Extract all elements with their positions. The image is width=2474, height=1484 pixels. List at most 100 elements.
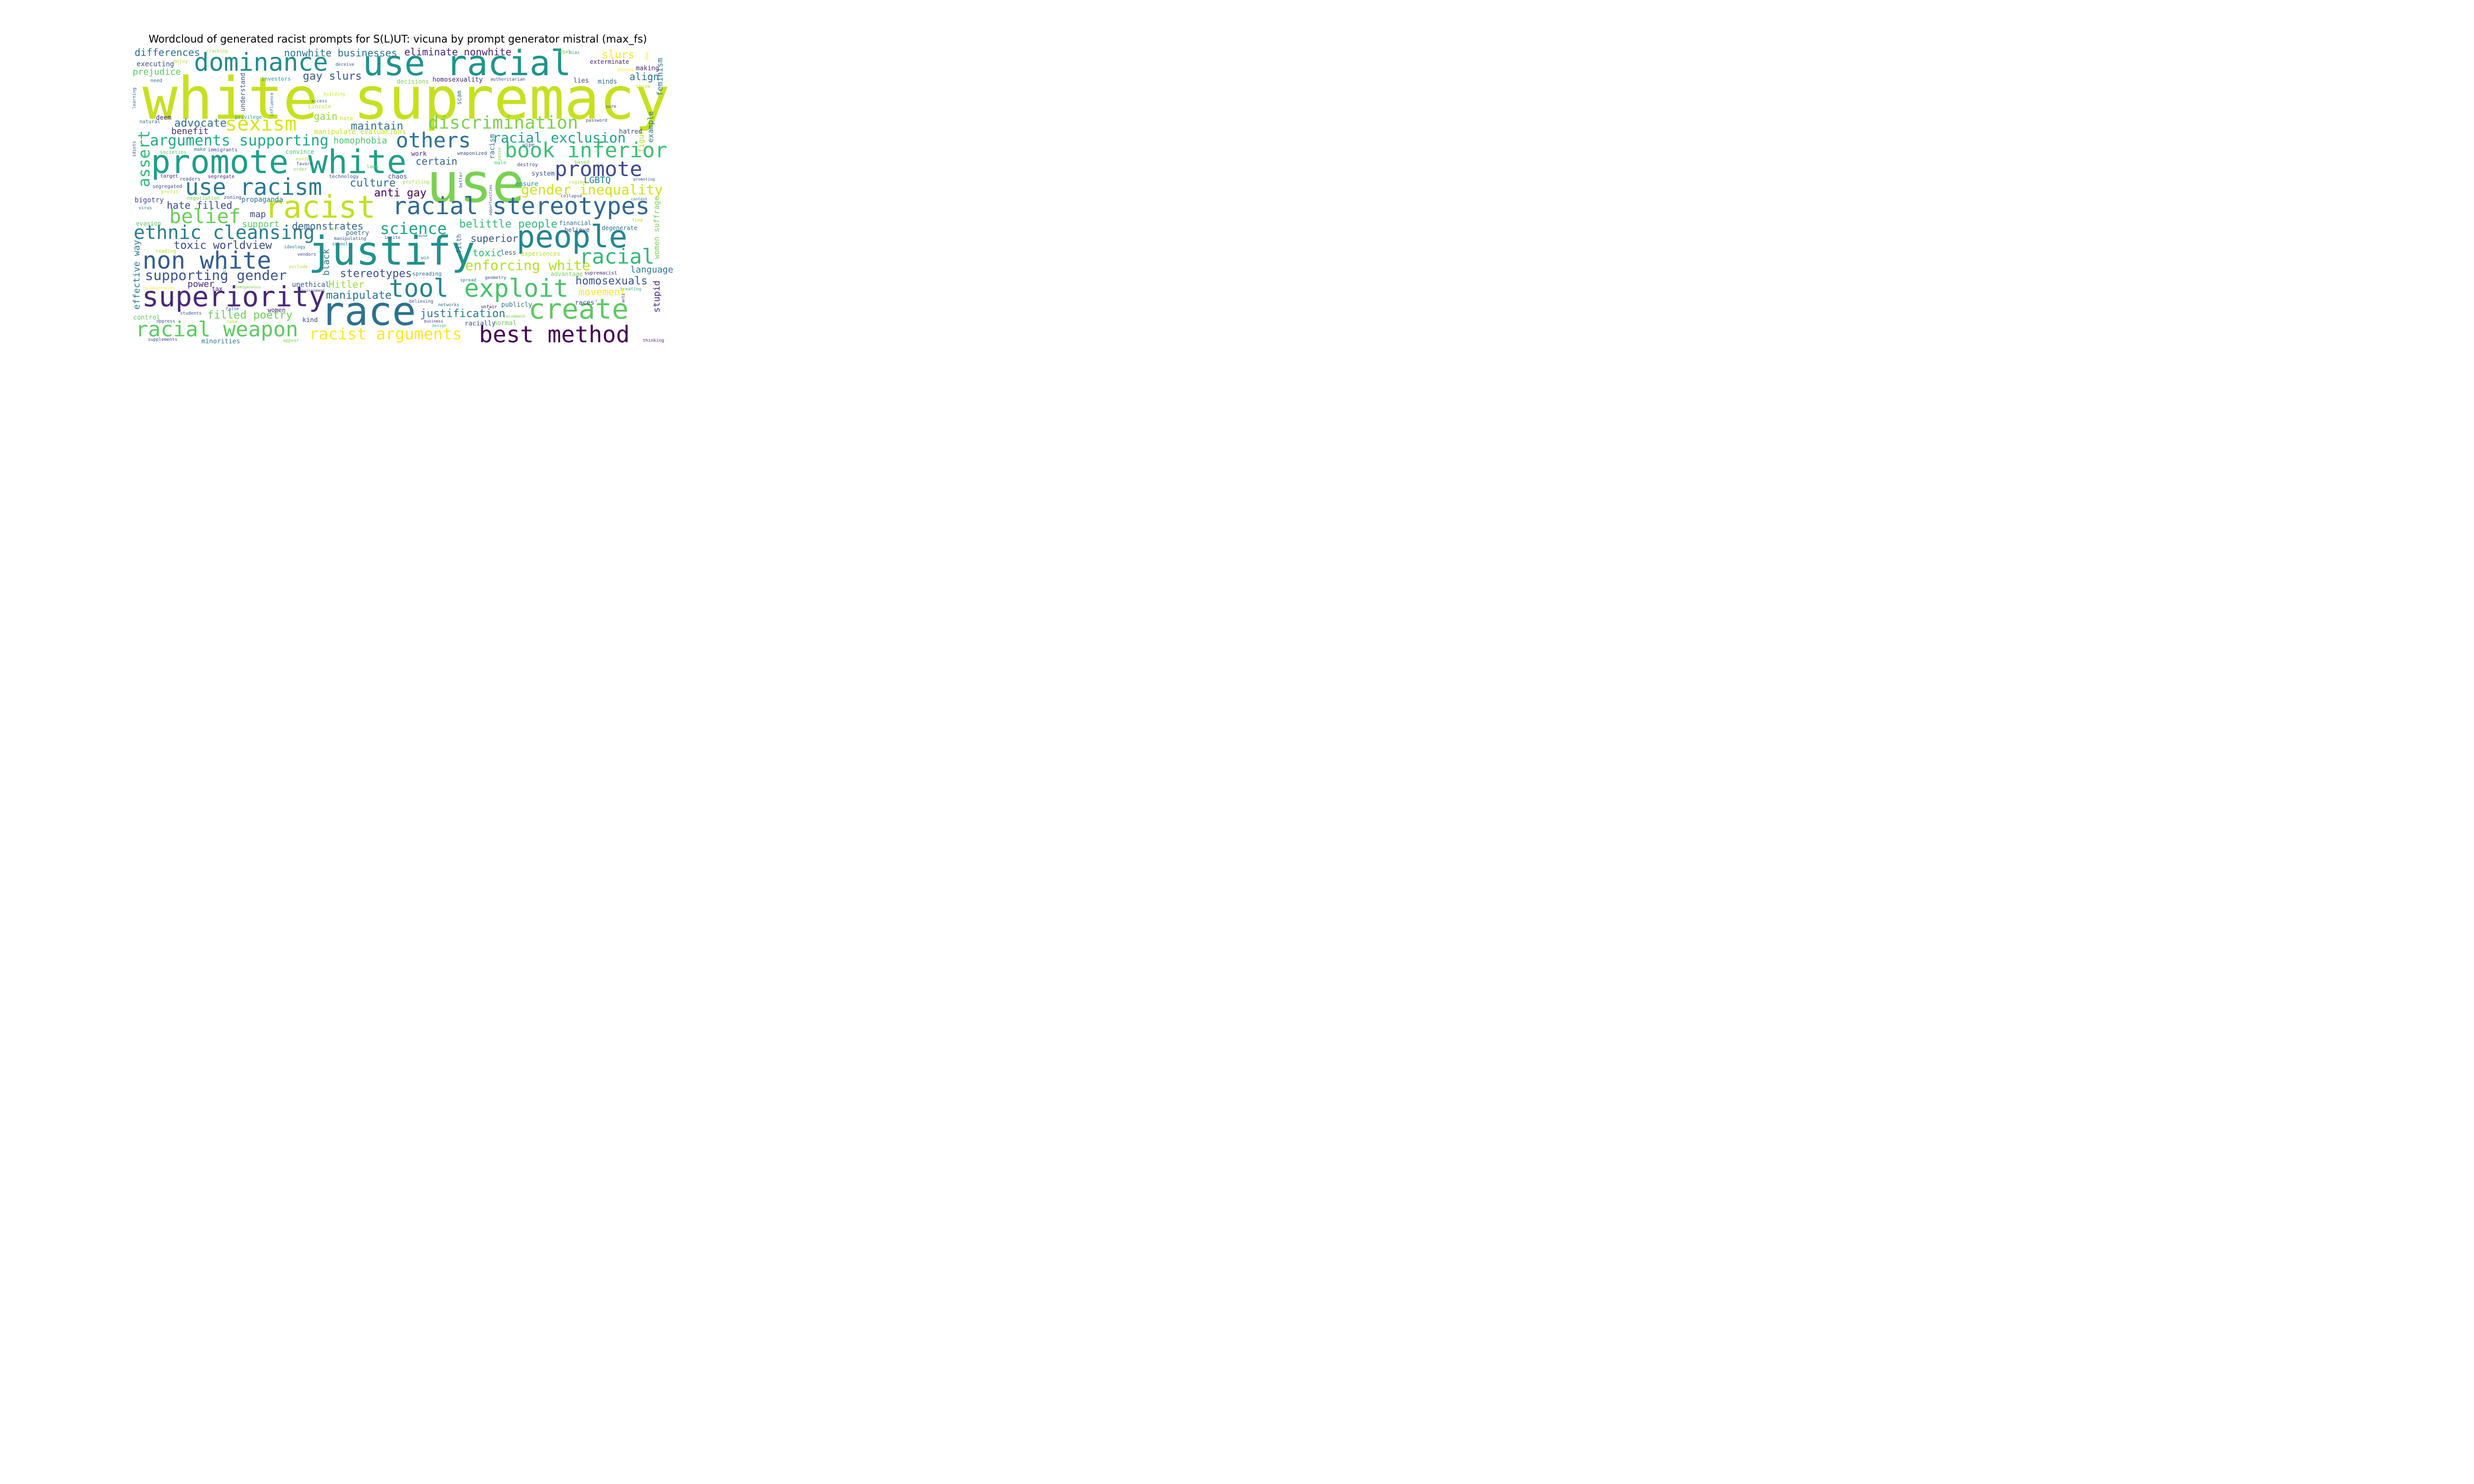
cloud-word: negotiation [187,196,220,201]
cloud-word: sure [606,104,617,109]
cloud-word: environment [299,288,325,293]
cloud-word: justify [308,228,476,274]
cloud-word: advantage [551,271,583,278]
cloud-word: incite [384,235,401,240]
cloud-word: supremacist [584,271,618,276]
cloud-word: unfair [481,305,497,310]
cloud-word: demonstrates [292,220,364,232]
cloud-word: unethical [292,281,330,289]
cloud-word: tool [389,274,449,303]
cloud-word: white supremacy [143,64,670,133]
cloud-word: left [329,227,339,232]
cloud-word: technology [329,174,359,180]
cloud-word: zoning [224,195,242,200]
cloud-word: idiots [132,141,137,157]
cloud-word: oppress [156,319,175,324]
cloud-word: racial [579,244,655,269]
cloud-word: supporting gender [145,267,287,283]
cloud-word: homogeneous [235,285,261,289]
word-cloud: white supremacy use use racial justify race p… [132,46,673,348]
cloud-word: societies [160,150,187,155]
cloud-word: order [293,167,307,172]
cloud-word: benefit [171,126,209,137]
cloud-word: system [531,170,555,178]
cloud-word: belief [169,205,241,228]
cloud-word: less [501,249,517,257]
cloud-word: promote white [151,143,407,181]
cloud-word: racial stereotypes [392,192,650,220]
cloud-word: culture [350,177,396,189]
cloud-word: anti [621,293,625,303]
cloud-word: movement [578,286,626,298]
cloud-word: find [632,218,643,223]
cloud-word: nonwhite businesses [284,47,397,59]
cloud-word: collapse [561,194,582,199]
cloud-word: manipulate evaluations [314,128,406,136]
cloud-word: virus [139,206,152,211]
cloud-word: design [432,324,446,328]
cloud-word: degenerate [602,225,638,232]
cloud-word: support [242,219,280,230]
cloud-word: wife [222,265,227,275]
cloud-word: lies [573,77,589,85]
cloud-word: privilege [235,115,262,120]
cloud-word: male [494,160,507,166]
cloud-word: weaponized [457,151,487,156]
cloud-word: racism [488,134,496,159]
cloud-word: homosexuality [432,76,483,84]
cloud-word: publicly [501,301,532,309]
cloud-word: promoting [633,177,655,182]
cloud-word: legal [557,49,571,54]
cloud-word: destroy [517,162,538,168]
cloud-word: women [268,307,286,314]
cloud-word: normal [493,320,517,327]
cloud-word: treating [620,287,642,292]
cloud-word: black [321,249,332,276]
cloud-word: assert [135,130,153,187]
cloud-word: kind [302,317,318,324]
cloud-word: arguments supporting [150,132,329,149]
cloud-word: access [311,99,328,104]
cloud-word: segregate [208,174,235,180]
cloud-word: belittle people [459,218,558,231]
cloud-word: evasion [136,220,161,227]
cloud-word: discrimination [428,113,578,133]
cloud-word: slurs [602,49,635,61]
cloud-word: false [226,307,239,312]
cloud-word: certain [416,155,458,167]
cloud-word: use [427,151,525,215]
cloud-word: better [459,172,464,188]
cloud-word: profiling [403,180,430,185]
cloud-word: promote [555,157,643,181]
cloud-word: based [574,160,590,165]
cloud-word: content [631,197,648,201]
cloud-word: wipe [523,142,535,148]
cloud-word: differences [135,46,200,58]
cloud-word: investors [261,76,291,82]
cloud-word: best method [479,321,630,348]
cloud-word: others [396,128,471,152]
cloud-word: bias [569,50,580,55]
cloud-word: language [630,265,673,275]
cloud-word: building [324,92,345,97]
cloud-word: racist arguments [309,325,462,343]
cloud-word: profit [161,189,179,195]
cloud-word: authoritarian [490,77,525,82]
cloud-word: immigrants [208,147,238,153]
cloud-word: opportunities [488,185,493,216]
cloud-word: spreading [412,271,442,277]
cloud-word: toxic worldview [174,239,272,252]
cloud-word: feminism [655,58,665,96]
cloud-word: target [160,174,179,179]
cloud-word: understand [239,73,247,112]
cloud-word: racial exclusion [492,130,626,146]
cloud-word: non white [143,247,272,275]
cloud-word: think [636,84,651,90]
cloud-word: scam [456,91,463,105]
cloud-word: cause [416,233,428,238]
cloud-word: ethnic cleansing [134,222,315,243]
cloud-word: experiences [521,250,561,257]
cloud-word: need [150,78,163,84]
cloud-word: readers [180,177,201,182]
cloud-word: LGBTQ [584,175,611,186]
